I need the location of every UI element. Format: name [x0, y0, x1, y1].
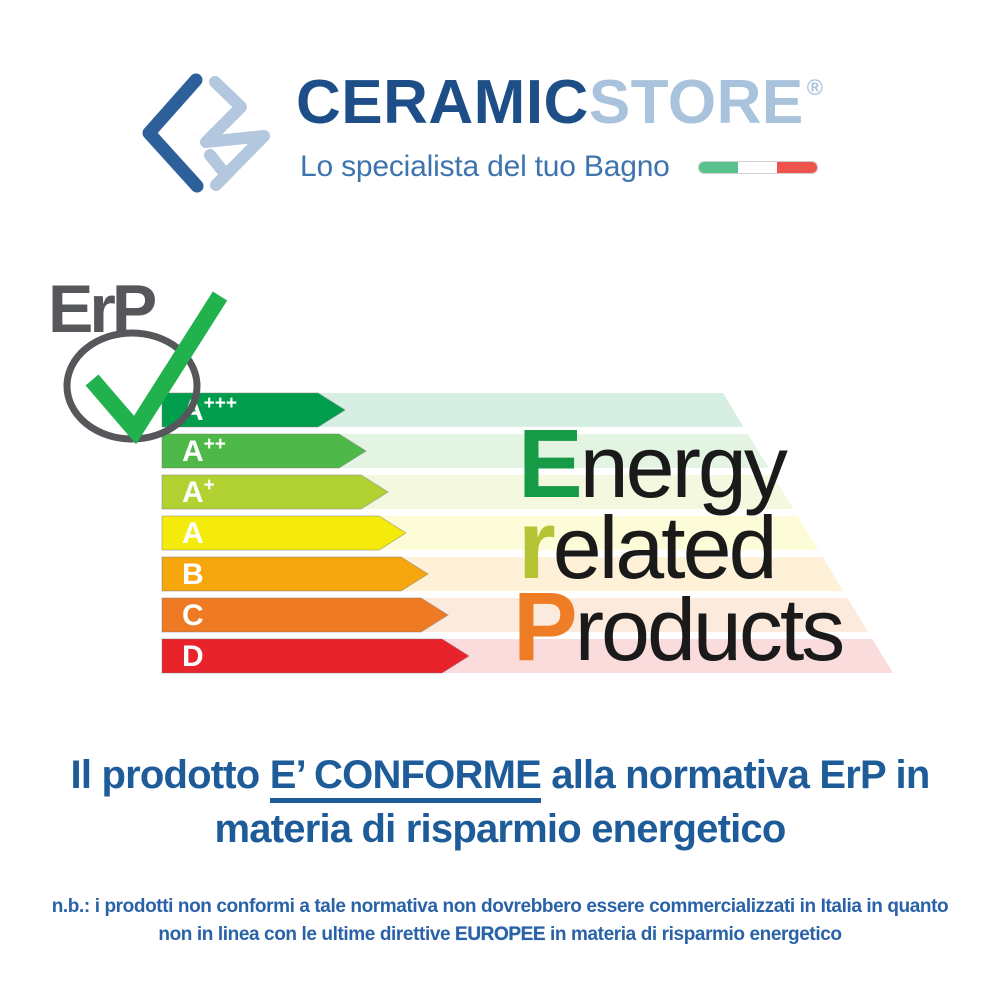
footnote-line1: n.b.: i prodotti non conformi a tale nor… — [51, 896, 949, 917]
erp-energy-banner: A+++ A++ A+ A B C D Energy related Produ… — [48, 271, 893, 681]
brand-name: CERAMICSTORE ® — [296, 72, 824, 134]
brand-tagline-row: Lo specialista del tuo Bagno — [300, 150, 818, 184]
compliance-heading-line2: materia di risparmio energetico — [214, 807, 787, 851]
ceramicstore-diamond-icon — [142, 73, 270, 193]
conforme-underlined: E’ CONFORME — [269, 753, 542, 803]
rating-label-a-plus-plus: A++ — [182, 434, 226, 468]
banner-word-energy: Energy — [518, 409, 788, 518]
brand-store: STORE — [588, 68, 804, 137]
rating-bar-a-plus-plus-plus — [161, 392, 346, 428]
banner-word-products: Products — [513, 572, 842, 681]
brand-ceramic: CERAMIC — [296, 68, 589, 137]
brand-tagline: Lo specialista del tuo Bagno — [300, 150, 670, 183]
rating-bar-b — [161, 556, 429, 592]
rating-label-a-plus: A+ — [182, 475, 215, 509]
rating-label-d: D — [182, 640, 204, 673]
europee-emphasis: EUROPEE — [455, 924, 546, 945]
footnote: n.b.: i prodotti non conformi a tale nor… — [0, 893, 1000, 949]
italian-flag-icon — [697, 160, 818, 174]
compliance-heading: Il prodotto E’ CONFORME alla normativa E… — [0, 748, 1000, 856]
erp-checkmark-icon — [85, 291, 228, 445]
rating-label-a: A — [182, 517, 204, 550]
rating-bar-a-plus — [161, 474, 389, 510]
rating-bar-c — [161, 597, 449, 633]
rating-bar-d — [161, 638, 470, 674]
compliance-heading-line1: Il prodotto E’ CONFORME alla normativa E… — [0, 748, 1000, 803]
rating-bar-a-plus-plus — [161, 433, 367, 469]
rating-bar-a — [161, 515, 407, 551]
footnote-line2: non in linea con le ultime direttive EUR… — [158, 924, 842, 945]
flag-white-stripe — [738, 161, 778, 173]
registered-trademark-icon: ® — [806, 75, 824, 100]
flag-green-stripe — [698, 161, 738, 173]
banner-word-related: related — [518, 490, 775, 599]
erp-logo-text: ErP — [48, 271, 156, 347]
rating-label-c: C — [182, 599, 204, 632]
flag-red-stripe — [777, 161, 817, 173]
rating-label-b: B — [182, 558, 204, 591]
